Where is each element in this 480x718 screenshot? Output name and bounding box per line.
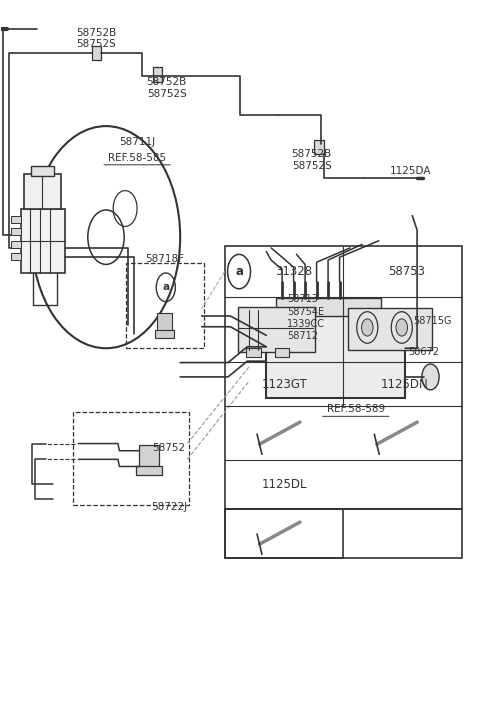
Bar	[155, 330, 174, 338]
Text: 58753: 58753	[388, 265, 425, 278]
FancyBboxPatch shape	[266, 316, 405, 398]
FancyBboxPatch shape	[276, 298, 381, 316]
Text: 58672: 58672	[408, 347, 440, 357]
FancyBboxPatch shape	[136, 467, 162, 475]
Bar	[225, 509, 462, 557]
Text: 1339CC: 1339CC	[287, 319, 325, 329]
Circle shape	[422, 364, 439, 390]
Text: 58718F: 58718F	[145, 253, 184, 264]
Text: 58752B
58752S: 58752B 58752S	[147, 78, 187, 99]
Text: a: a	[235, 265, 243, 278]
Bar	[11, 215, 21, 223]
FancyBboxPatch shape	[348, 308, 432, 350]
Circle shape	[361, 319, 373, 336]
Bar	[225, 509, 343, 557]
FancyBboxPatch shape	[24, 174, 61, 208]
Bar	[153, 67, 162, 82]
Text: 1125DN: 1125DN	[380, 378, 428, 391]
Bar	[275, 348, 289, 357]
Text: 58722J: 58722J	[151, 502, 187, 512]
Text: 1125DA: 1125DA	[390, 167, 431, 176]
Text: 31328: 31328	[276, 265, 312, 278]
Text: 58712: 58712	[287, 331, 318, 341]
Bar	[225, 246, 462, 509]
Bar	[11, 228, 21, 235]
Text: a: a	[162, 282, 169, 292]
Text: 58752: 58752	[153, 443, 186, 453]
Text: 1123GT: 1123GT	[262, 378, 308, 391]
Text: 58754E: 58754E	[287, 307, 324, 317]
FancyBboxPatch shape	[238, 307, 315, 352]
Bar	[92, 46, 101, 60]
Text: REF.58-585: REF.58-585	[108, 153, 166, 163]
Bar	[246, 348, 261, 357]
Bar	[11, 253, 21, 260]
Text: 58713: 58713	[287, 294, 318, 304]
FancyBboxPatch shape	[140, 445, 158, 468]
Bar	[157, 313, 171, 332]
Bar	[11, 241, 21, 248]
Text: 58711J: 58711J	[119, 137, 155, 147]
FancyBboxPatch shape	[31, 167, 54, 175]
Text: 58715G: 58715G	[413, 316, 452, 326]
Circle shape	[396, 319, 408, 336]
Text: 58752B
58752S: 58752B 58752S	[292, 149, 332, 171]
Text: 1125DL: 1125DL	[262, 478, 307, 491]
Bar	[314, 140, 324, 154]
Text: REF.58-589: REF.58-589	[327, 404, 385, 414]
FancyBboxPatch shape	[21, 208, 65, 273]
Text: 58752B
58752S: 58752B 58752S	[76, 28, 117, 50]
Circle shape	[281, 319, 288, 329]
